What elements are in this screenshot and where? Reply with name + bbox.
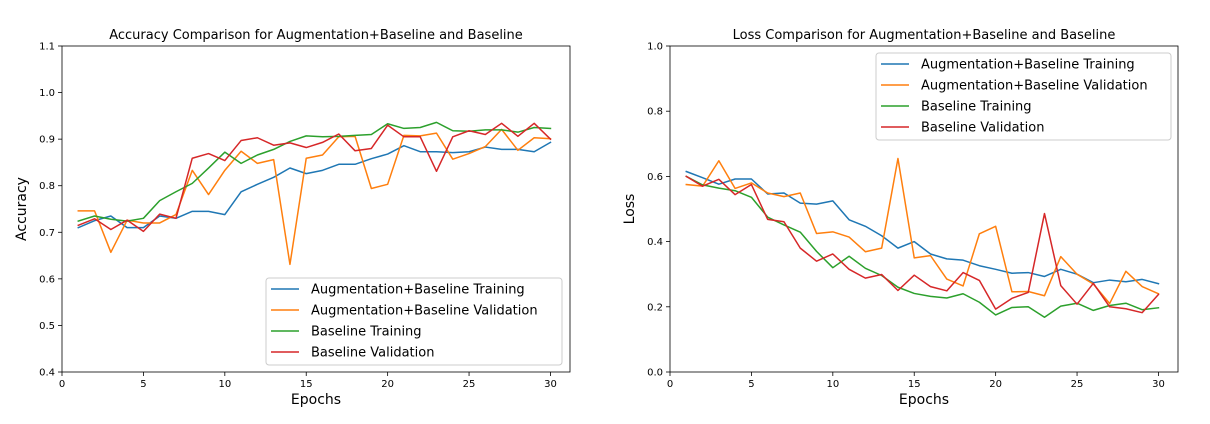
legend: Augmentation+Baseline Training Augmentati… <box>875 52 1172 141</box>
y-tick-label: 0.5 <box>39 321 55 332</box>
x-tick-label: 0 <box>667 379 673 390</box>
legend-label: Augmentation+Baseline Training <box>921 58 1135 73</box>
chart-title: Accuracy Comparison for Augmentation+Bas… <box>109 28 523 43</box>
x-tick-label: 15 <box>908 379 921 390</box>
legend-label: Augmentation+Baseline Validation <box>921 79 1148 94</box>
y-tick-label: 1.1 <box>39 42 55 53</box>
x-tick-label: 25 <box>1071 379 1084 390</box>
y-tick-label: 0.8 <box>39 181 55 192</box>
chart-2: 0 5 10 15 20 25 30 0.0 0.2 0.4 0.6 0.8 1.0 Loss Compa… <box>622 28 1179 408</box>
series-line-4 <box>685 175 1160 314</box>
x-tick-label: 10 <box>826 379 839 390</box>
legend: Augmentation+Baseline Training Augmentati… <box>265 277 563 366</box>
series-line-2 <box>685 157 1160 305</box>
x-tick-label: 10 <box>218 379 231 390</box>
x-tick-label: 30 <box>544 379 557 390</box>
chart-1: 0 5 10 15 20 25 30 0.4 0.5 0.6 0.7 0.8 0.9 1.0 1.1 Accu… <box>14 28 571 408</box>
series-line-1 <box>685 170 1160 285</box>
y-tick-label: 0.7 <box>39 228 55 239</box>
legend-label: Baseline Validation <box>921 121 1044 136</box>
y-tick-label: 0.6 <box>647 172 663 183</box>
legend-label: Augmentation+Baseline Validation <box>311 304 538 319</box>
legend-frame <box>265 277 563 366</box>
y-tick-label: 0.9 <box>39 135 55 146</box>
x-tick-label: 20 <box>381 379 394 390</box>
x-tick-label: 25 <box>463 379 476 390</box>
legend-label: Baseline Training <box>311 325 422 340</box>
x-tick-label: 15 <box>300 379 313 390</box>
series-line-1 <box>77 141 552 229</box>
x-axis-title: Epochs <box>899 392 949 408</box>
series-line-4 <box>77 122 552 233</box>
legend-label: Baseline Validation <box>311 346 434 361</box>
y-tick-label: 0.0 <box>647 368 663 379</box>
y-tick-label: 1.0 <box>647 42 663 53</box>
x-tick-label: 5 <box>140 379 146 390</box>
series-line-2 <box>77 128 552 266</box>
x-axis-title: Epochs <box>291 392 341 408</box>
y-tick-label: 0.8 <box>647 107 663 118</box>
axes-frame <box>669 45 1179 373</box>
plot-area <box>77 121 552 266</box>
x-tick-label: 30 <box>1152 379 1165 390</box>
x-tick-label: 5 <box>748 379 754 390</box>
legend-frame <box>875 52 1172 141</box>
chart-title: Loss Comparison for Augmentation+Baselin… <box>733 28 1116 43</box>
x-tick-label: 0 <box>59 379 65 390</box>
plot-area <box>685 157 1160 318</box>
y-tick-label: 0.6 <box>39 274 55 285</box>
legend-label: Baseline Training <box>921 100 1032 115</box>
x-tick-label: 20 <box>989 379 1002 390</box>
legend-label: Augmentation+Baseline Training <box>311 283 525 298</box>
y-tick-label: 1.0 <box>39 88 55 99</box>
y-tick-label: 0.4 <box>39 368 55 379</box>
axes-frame <box>61 45 571 373</box>
y-axis-title: Accuracy <box>14 177 30 241</box>
y-tick-label: 0.2 <box>647 302 663 313</box>
y-tick-label: 0.4 <box>647 237 663 248</box>
y-axis-title: Loss <box>622 194 638 225</box>
